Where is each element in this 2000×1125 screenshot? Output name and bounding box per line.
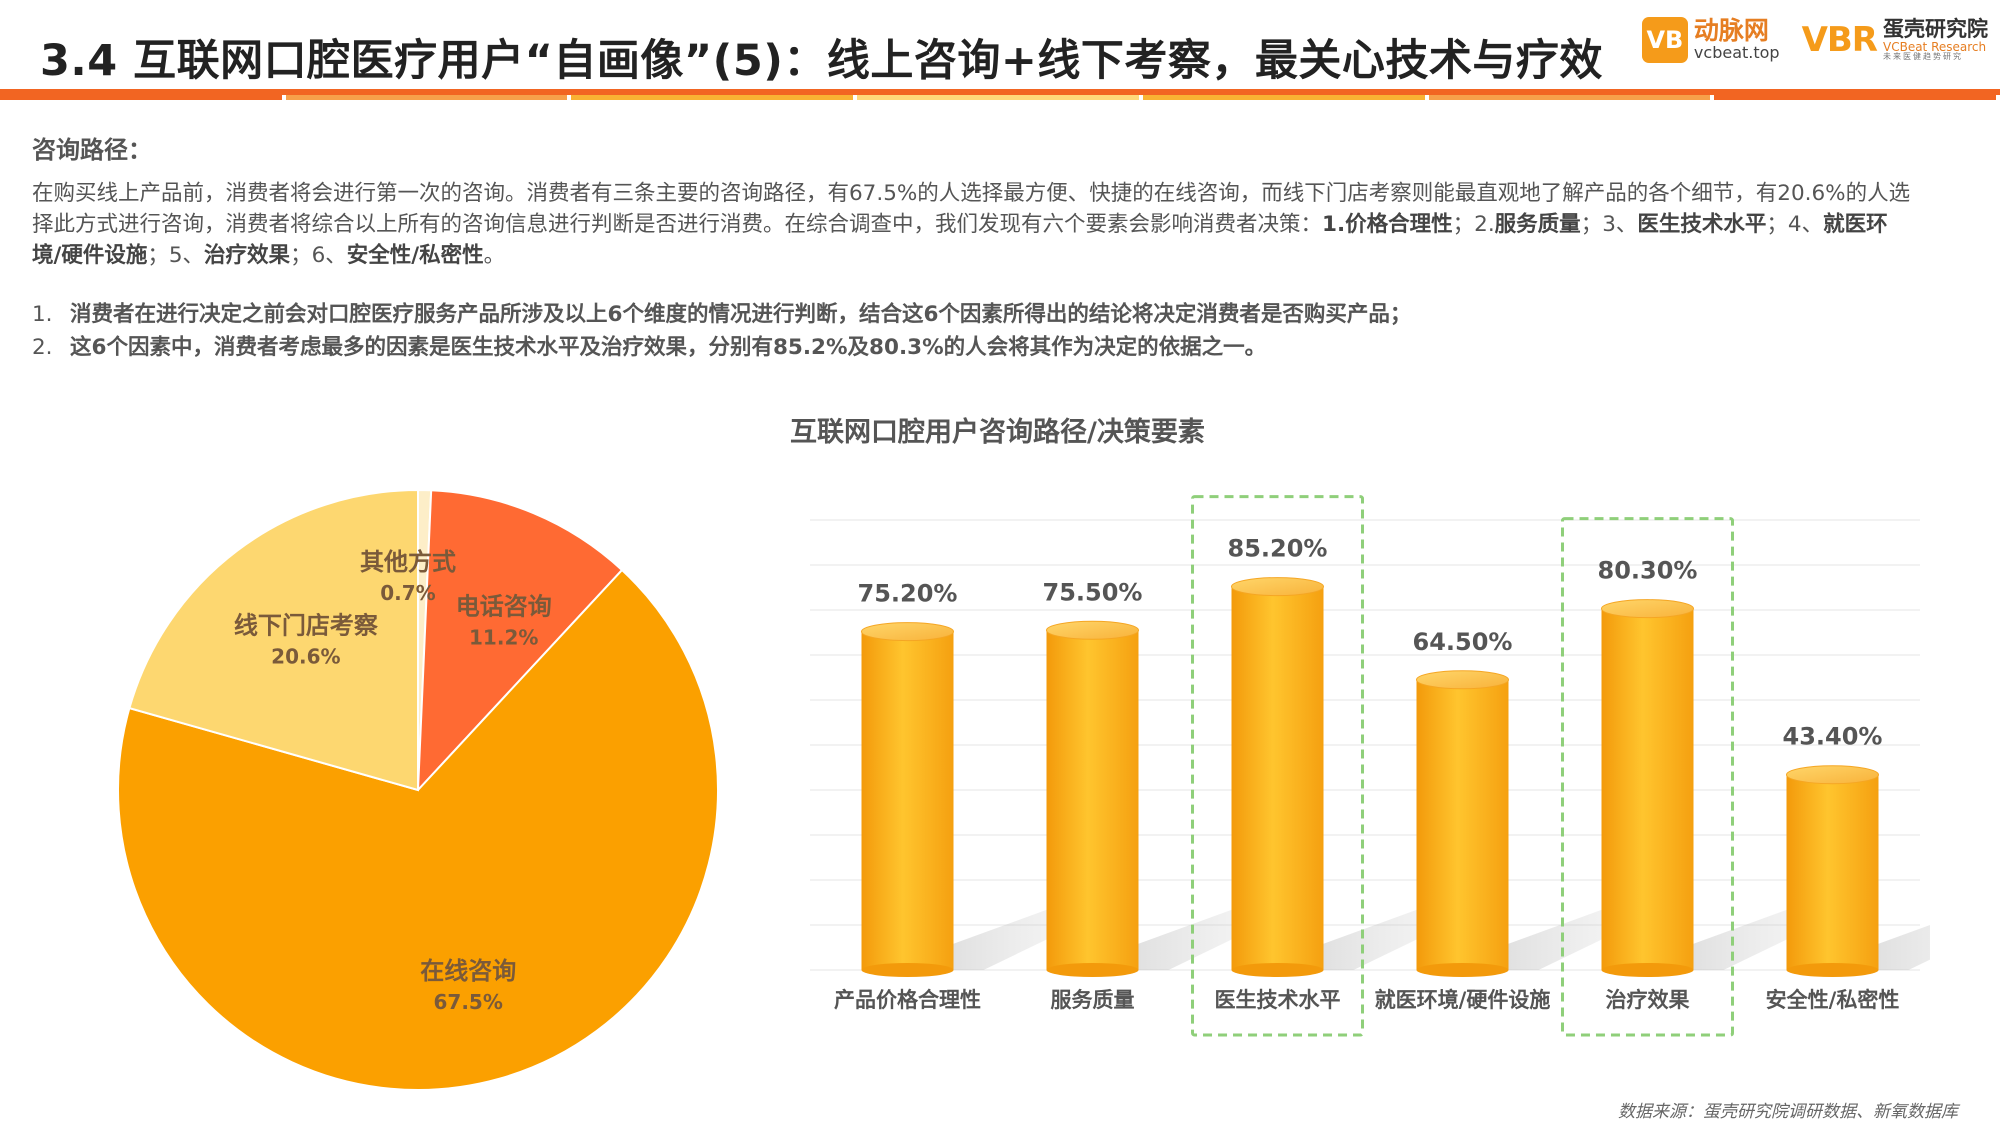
bar-category-label: 就医环境/硬件设施 (1375, 988, 1551, 1012)
pie-slice (117, 568, 719, 1091)
bar-cap (1416, 670, 1509, 690)
vbr-logo-icon: VBR (1801, 20, 1878, 60)
bar-category-label: 治疗效果 (1606, 988, 1690, 1012)
key-point-number: 2. (32, 335, 53, 360)
bar-base (1231, 963, 1324, 977)
bar-value-label: 85.20% (1228, 535, 1328, 563)
para-sep: ；2. (1452, 212, 1495, 237)
header-color-band (857, 95, 1139, 100)
bar-category-label: 产品价格合理性 (834, 988, 981, 1012)
chart-title: 互联网口腔用户咨询路径/决策要素 (790, 417, 1205, 448)
factor-2: 服务质量 (1494, 212, 1581, 237)
header-color-band (0, 95, 282, 100)
pie-slice (128, 488, 419, 792)
bar-category-label: 医生技术水平 (1215, 988, 1341, 1012)
key-point: 2. 这6个因素中，消费者考虑最多的因素是医生技术水平及治疗效果，分别有85.2%… (32, 331, 1912, 364)
bar-cap (1231, 577, 1324, 597)
header-color-band (1428, 95, 1711, 100)
bar (1601, 608, 1694, 970)
bar-value-label: 80.30% (1598, 557, 1698, 585)
pie-slice-label: 电话咨询 (456, 592, 552, 620)
factor-6: 安全性/私密性 (346, 243, 484, 268)
pie-slice-label: 线下门店考察 (234, 612, 379, 640)
pie-slice (416, 489, 624, 793)
logo-group: VB 动脉网 vcbeat.top VBR 蛋壳研究院 VCBeat Resea… (1641, 10, 1988, 70)
bar-base (1786, 963, 1879, 977)
bar (861, 631, 954, 970)
bar (1046, 630, 1139, 970)
pie-slice-value: 11.2% (469, 625, 538, 649)
factor-1: 1.价格合理性 (1322, 212, 1453, 237)
para-sep: ；5、 (147, 243, 205, 268)
bar-category-label: 服务质量 (1051, 988, 1135, 1012)
pie-slice-value: 20.6% (271, 645, 340, 669)
bar-value-label: 64.50% (1413, 628, 1513, 656)
pie-slice-label: 其他方式 (360, 548, 456, 576)
factor-5: 治疗效果 (204, 243, 291, 268)
header-color-band (571, 95, 854, 100)
bar-base (1416, 963, 1509, 977)
page-title: 3.4 互联网口腔医疗用户“自画像”(5)：线上咨询+线下考察，最关心技术与疗效 (40, 36, 1603, 86)
para-sep: ；4、 (1766, 212, 1824, 237)
para-text: 在购买线上产品前，消费者将会进行第一次的咨询。消费者有三条主要的咨询路径，有67… (32, 181, 1911, 237)
bar-base (861, 963, 954, 977)
bar (1416, 679, 1509, 970)
bar-value-label: 75.50% (1043, 578, 1143, 606)
bar-cap (1046, 620, 1139, 640)
bar (1231, 586, 1324, 970)
section-heading: 咨询路径： (32, 136, 152, 164)
header-rule (0, 89, 2000, 95)
factor-3: 医生技术水平 (1637, 212, 1767, 237)
para-sep: ；6、 (290, 243, 347, 268)
vbr-logo-tagline: 未来医健趋势研究 (1883, 52, 1963, 62)
data-source: 数据来源：蛋壳研究院调研数据、新氧数据库 (1618, 1102, 1958, 1122)
vcbeat-research-logo: VBR 蛋壳研究院 VCBeat Research 未来医健趋势研究 (1802, 18, 1988, 61)
vcbeat-logo-url: vcbeat.top (1693, 42, 1780, 62)
vbr-logo-name: 蛋壳研究院 (1883, 17, 1988, 42)
header-color-band (1714, 95, 1996, 100)
bar-base (1601, 963, 1694, 977)
para-sep: 。 (483, 243, 506, 268)
vbr-logo-english: VCBeat Research (1883, 39, 1987, 54)
vcbeat-logo-name: 动脉网 (1693, 16, 1769, 46)
pie-slice-value: 67.5% (434, 990, 503, 1014)
key-points: 1. 消费者在进行决定之前会对口腔医疗服务产品所涉及以上6个维度的情况进行判断，结… (32, 298, 1912, 364)
pie-chart: 其他方式 0.7% 电话咨询 11.2% 在线咨询 67.5% 线下门店考察 20.6% (117, 488, 719, 1091)
bar-value-label: 43.40% (1783, 723, 1883, 751)
bar-category-label: 安全性/私密性 (1766, 988, 1900, 1012)
pie-slice-value: 0.7% (380, 581, 435, 605)
header-color-band (1142, 95, 1425, 100)
bar-value-label: 75.20% (858, 580, 958, 608)
bar-cap (861, 622, 954, 642)
bar-base (1046, 963, 1139, 977)
key-point: 1. 消费者在进行决定之前会对口腔医疗服务产品所涉及以上6个维度的情况进行判断，结… (32, 298, 1912, 331)
bar-cap (1786, 765, 1879, 785)
para-sep: ；3、 (1580, 212, 1638, 237)
key-point-text: 这6个因素中，消费者考虑最多的因素是医生技术水平及治疗效果，分别有85.2%及8… (70, 335, 1267, 360)
highlight-box (1561, 517, 1734, 1037)
bar-chart: 75.20% 产品价格合理性 75.50% 服务质量 85.20% 医生技术水平 64.50… (810, 495, 1930, 1037)
highlight-box (1191, 495, 1364, 1037)
vcbeat-logo-icon: VB (1641, 17, 1688, 63)
factor-4: 就医环境/硬件设施 (32, 212, 1888, 268)
pie-slice-label: 在线咨询 (420, 957, 516, 985)
key-point-text: 消费者在进行决定之前会对口腔医疗服务产品所涉及以上6个维度的情况进行判断，结合这… (70, 302, 1412, 327)
bar (1786, 774, 1879, 970)
intro-paragraph: 在购买线上产品前，消费者将会进行第一次的咨询。消费者有三条主要的咨询路径，有67… (32, 178, 1912, 271)
header-color-band (285, 95, 568, 100)
bar-cap (1601, 599, 1694, 619)
vcbeat-logo: VB 动脉网 vcbeat.top (1641, 16, 1780, 63)
key-point-number: 1. (32, 302, 53, 327)
